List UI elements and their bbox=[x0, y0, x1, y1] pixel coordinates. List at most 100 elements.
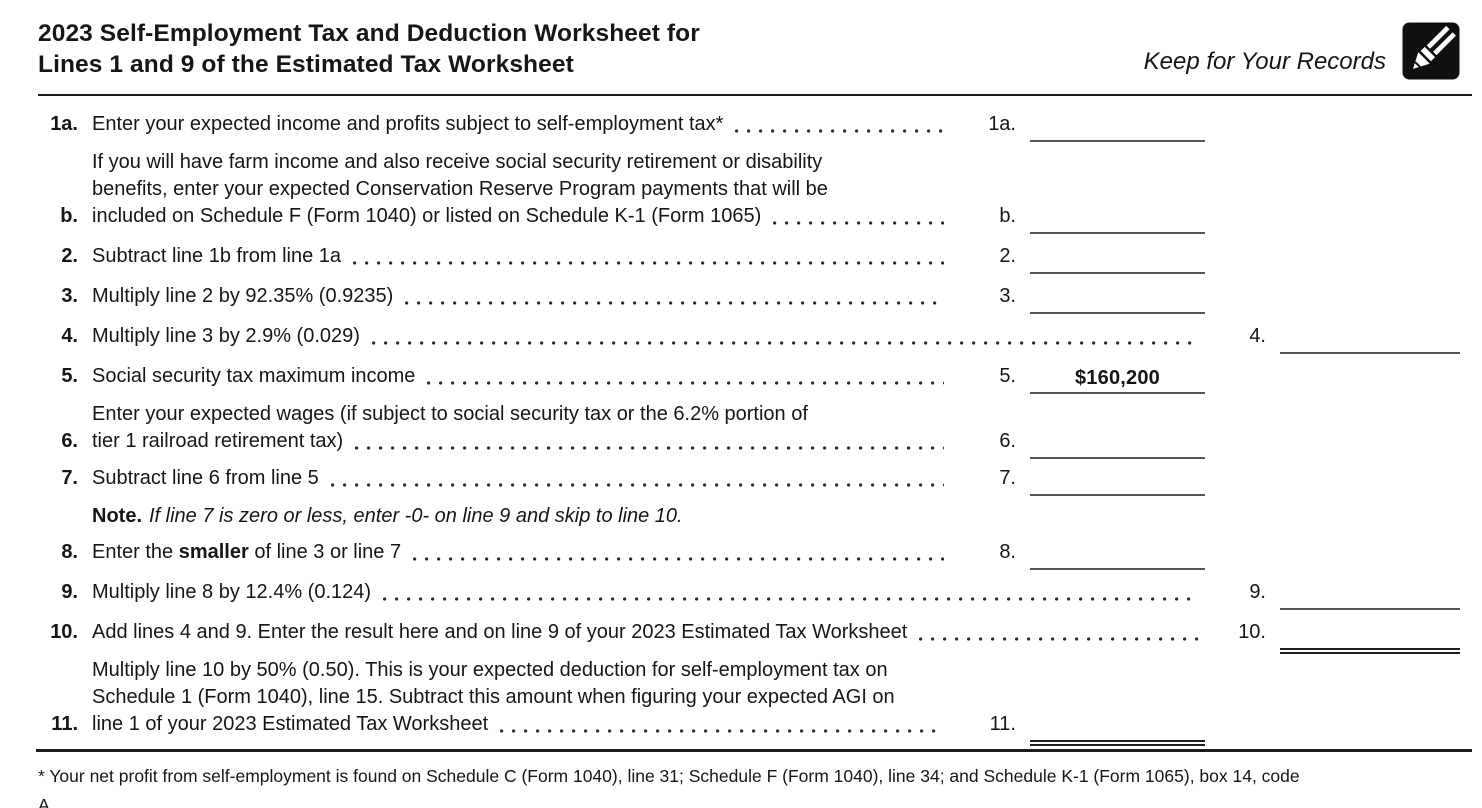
line-number: b. bbox=[60, 205, 78, 227]
entry-field-2[interactable] bbox=[1030, 245, 1205, 274]
worksheet-row-4: 4. Multiply line 3 by 2.9% (0.029) 4. bbox=[38, 321, 1460, 354]
note-text: If line 7 is zero or less, enter -0- on … bbox=[149, 505, 683, 527]
line-text: Multiply line 3 by 2.9% (0.029) bbox=[92, 325, 360, 347]
entry-field-10[interactable] bbox=[1280, 621, 1460, 654]
note: Note. If line 7 is zero or less, enter -0… bbox=[38, 503, 1460, 530]
dot-leader bbox=[330, 483, 944, 487]
line-number: 4. bbox=[61, 325, 78, 347]
line-text: If you will have farm income and also re… bbox=[92, 151, 823, 173]
entry-2: 2. bbox=[950, 241, 1205, 274]
worksheet-row-5: 5. Social security tax maximum income 5.… bbox=[38, 361, 1460, 394]
line-text: Multiply line 10 by 50% (0.50). This is … bbox=[92, 659, 888, 681]
header-divider bbox=[38, 94, 1472, 96]
entry-label: 3. bbox=[999, 285, 1016, 307]
entry-3: 3. bbox=[950, 281, 1205, 314]
entry-label: 9. bbox=[1249, 581, 1266, 603]
line-text: Schedule 1 (Form 1040), line 15. Subtrac… bbox=[92, 686, 895, 708]
dot-leader bbox=[735, 129, 944, 133]
entry-label: 7. bbox=[999, 467, 1016, 489]
entry-value: $160,200 bbox=[1074, 367, 1161, 389]
dot-leader bbox=[500, 729, 944, 733]
line-number: 10. bbox=[50, 621, 78, 643]
pencil-icon bbox=[1402, 15, 1467, 80]
entry-label: 10. bbox=[1238, 621, 1266, 643]
line-text-segment: Enter the bbox=[92, 541, 179, 563]
entry-1a: 1a. bbox=[950, 109, 1205, 142]
entry-6: 6. bbox=[950, 426, 1205, 459]
dot-leader bbox=[383, 597, 1199, 601]
line-text: Enter the smaller of line 3 or line 7 bbox=[92, 539, 401, 566]
entry-label: 5. bbox=[999, 365, 1016, 387]
line-text: Subtract line 1b from line 1a bbox=[92, 245, 342, 267]
entry-7: 7. bbox=[950, 463, 1205, 496]
line-text-segment: of line 3 or line 7 bbox=[248, 541, 402, 563]
line-number: 6. bbox=[61, 430, 78, 452]
entry-label: 6. bbox=[999, 430, 1016, 452]
footnote-line1: * Your net profit from self-employment i… bbox=[38, 766, 1300, 786]
entry-field-7[interactable] bbox=[1030, 467, 1205, 496]
entry-label: 11. bbox=[989, 713, 1016, 735]
page-title-line2: Lines 1 and 9 of the Estimated Tax Works… bbox=[38, 51, 574, 78]
worksheet-row-1b: b. If you will have farm income and also… bbox=[38, 149, 1460, 234]
worksheet-row-8: 8. Enter the smaller of line 3 or line 7… bbox=[38, 537, 1460, 570]
dot-leader bbox=[353, 261, 944, 265]
page-title: 2023 Self-Employment Tax and Deduction W… bbox=[38, 18, 1144, 80]
dot-leader bbox=[773, 221, 944, 225]
entry-9: 9. bbox=[1205, 577, 1460, 610]
entry-4: 4. bbox=[1205, 321, 1460, 354]
dot-leader bbox=[355, 446, 944, 450]
line-text: Add lines 4 and 9. Enter the result here… bbox=[92, 621, 908, 643]
dot-leader bbox=[413, 557, 944, 561]
line-text: included on Schedule F (Form 1040) or li… bbox=[92, 205, 762, 227]
line-text: line 1 of your 2023 Estimated Tax Worksh… bbox=[92, 713, 489, 735]
line-text-bold-segment: smaller bbox=[178, 541, 249, 563]
entry-field-4[interactable] bbox=[1280, 325, 1460, 354]
entry-1b: b. bbox=[950, 201, 1205, 234]
worksheet-body: 1a. Enter your expected income and profi… bbox=[0, 109, 1482, 746]
dot-leader bbox=[427, 381, 944, 385]
entry-field-11[interactable] bbox=[1030, 713, 1205, 746]
entry-10: 10. bbox=[1205, 617, 1460, 654]
footnote-divider bbox=[36, 749, 1472, 752]
worksheet-row-11: 11. Multiply line 10 by 50% (0.50). This… bbox=[38, 657, 1460, 746]
entry-label: 1a. bbox=[988, 113, 1016, 135]
entry-field-8[interactable] bbox=[1030, 541, 1205, 570]
line-text: Enter your expected wages (if subject to… bbox=[92, 403, 808, 425]
entry-label: 2. bbox=[999, 245, 1016, 267]
line-number: 5. bbox=[61, 365, 78, 387]
dot-leader bbox=[405, 301, 944, 305]
line-number: 7. bbox=[61, 467, 78, 489]
line-number: 11. bbox=[51, 713, 78, 735]
entry-11: 11. bbox=[950, 709, 1205, 746]
entry-field-6[interactable] bbox=[1030, 430, 1205, 459]
entry-field-9[interactable] bbox=[1280, 581, 1460, 610]
entry-field-1a[interactable] bbox=[1030, 113, 1205, 142]
line-text: tier 1 railroad retirement tax) bbox=[92, 430, 344, 452]
line-text: Multiply line 2 by 92.35% (0.9235) bbox=[92, 285, 394, 307]
entry-field-1b[interactable] bbox=[1030, 205, 1205, 234]
line-text: benefits, enter your expected Conservati… bbox=[92, 178, 828, 200]
dot-leader bbox=[919, 637, 1199, 641]
line-number: 2. bbox=[61, 245, 78, 267]
line-number: 1a. bbox=[50, 113, 78, 135]
entry-field-3[interactable] bbox=[1030, 285, 1205, 314]
entry-label: b. bbox=[999, 205, 1016, 227]
line-text: Social security tax maximum income bbox=[92, 365, 416, 387]
line-number: 3. bbox=[61, 285, 78, 307]
entry-label: 4. bbox=[1249, 325, 1266, 347]
page-title-line1: 2023 Self-Employment Tax and Deduction W… bbox=[38, 20, 700, 47]
note-label: Note. bbox=[92, 505, 142, 527]
entry-5: 5. $160,200 bbox=[950, 361, 1205, 394]
footnote-line2: A. bbox=[38, 795, 55, 808]
entry-label: 8. bbox=[999, 541, 1016, 563]
line-text: Enter your expected income and profits s… bbox=[92, 113, 724, 135]
worksheet-row-2: 2. Subtract line 1b from line 1a 2. bbox=[38, 241, 1460, 274]
line-number: 9. bbox=[61, 581, 78, 603]
worksheet-row-3: 3. Multiply line 2 by 92.35% (0.9235) 3. bbox=[38, 281, 1460, 314]
line-text: Multiply line 8 by 12.4% (0.124) bbox=[92, 581, 372, 603]
worksheet-row-6: 6. Enter your expected wages (if subject… bbox=[38, 401, 1460, 459]
worksheet-row-7: 7. Subtract line 6 from line 5 7. bbox=[38, 463, 1460, 496]
worksheet-row-1a: 1a. Enter your expected income and profi… bbox=[38, 109, 1460, 142]
keep-for-records-label: Keep for Your Records bbox=[1143, 48, 1386, 75]
entry-field-5: $160,200 bbox=[1030, 365, 1205, 394]
